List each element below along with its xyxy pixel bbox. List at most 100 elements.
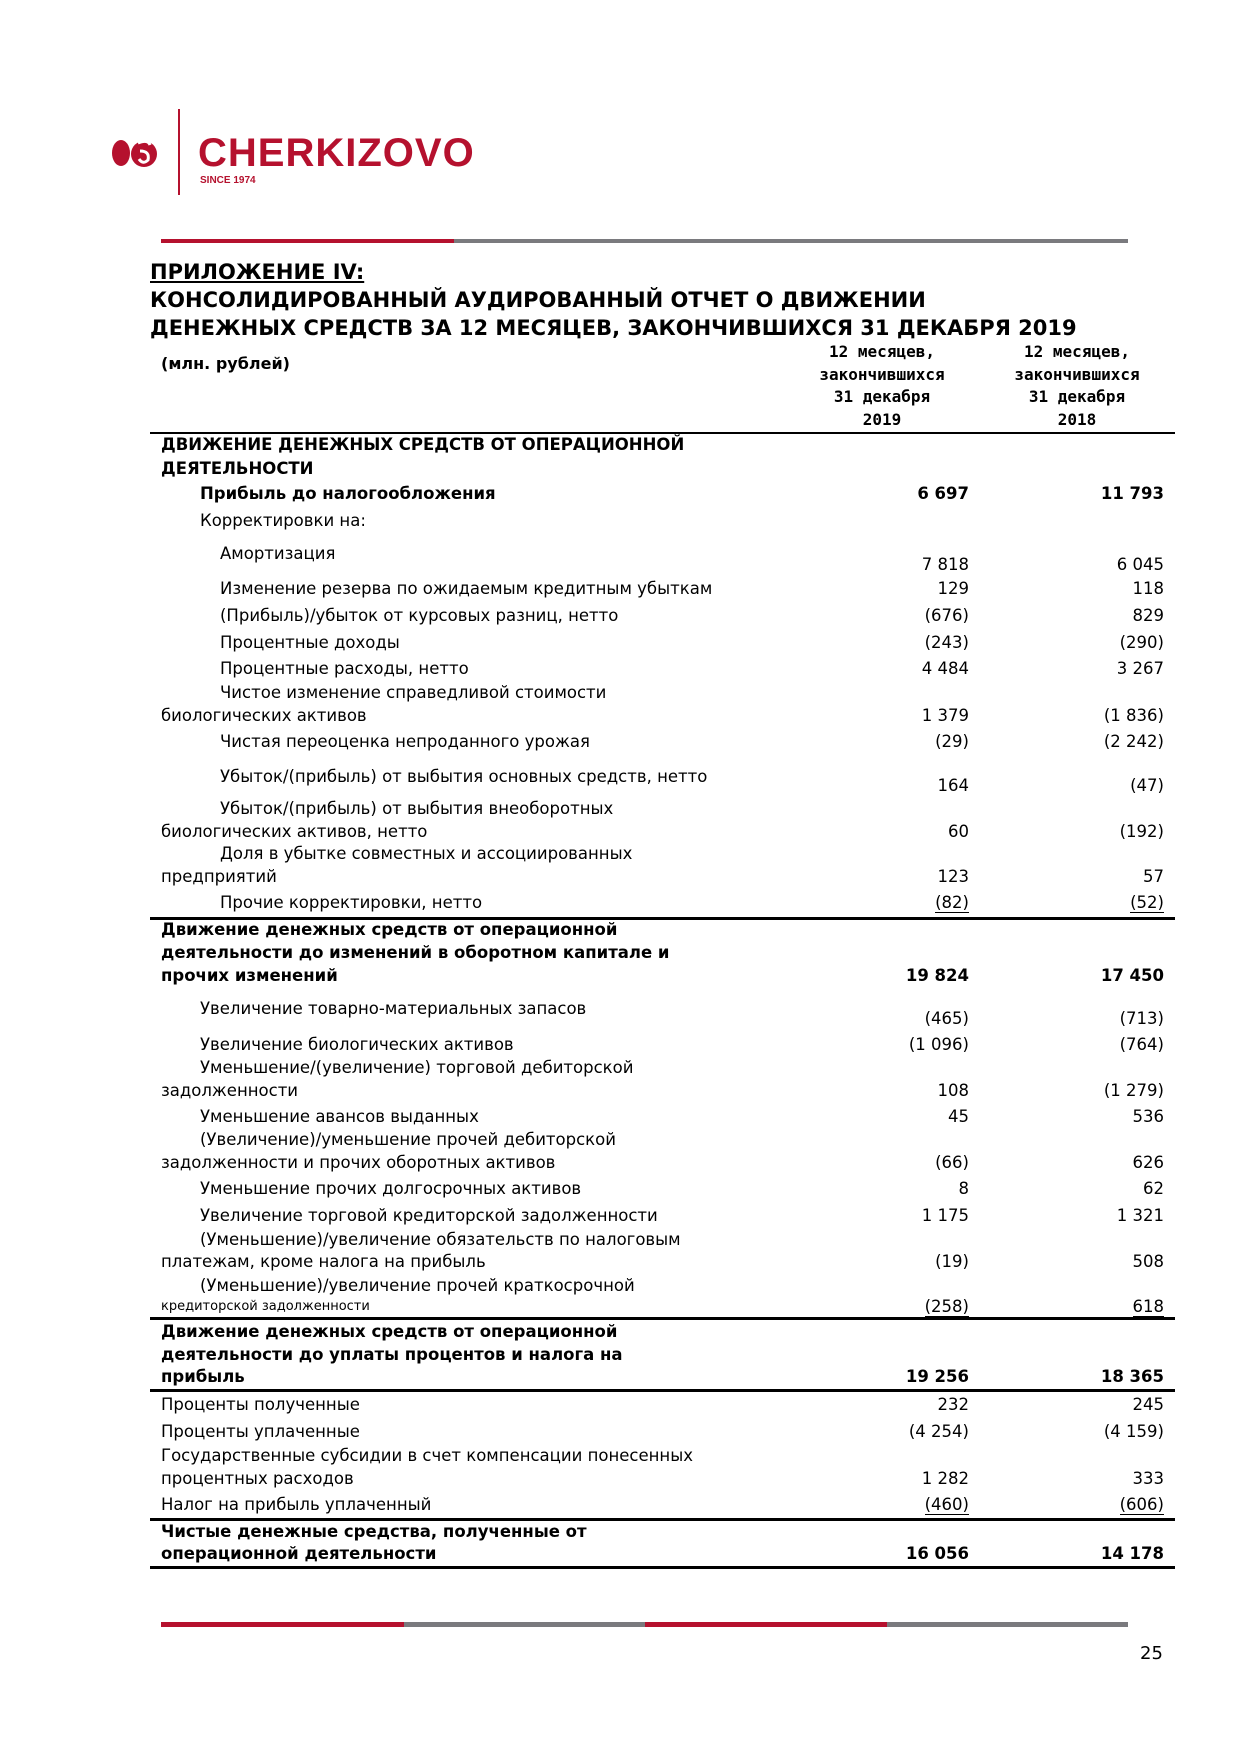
row-label: Амортизация [220,544,336,563]
value-2018: 536 [1004,1106,1165,1128]
row-label: Корректировки на: [200,511,366,530]
footer-bar-gray-2 [887,1622,1128,1627]
value-2019: 1 175 [809,1205,969,1227]
value-2019-text: (4 254) [908,1422,969,1441]
value-2019-text: 45 [948,1107,969,1126]
value-2018-text: (4 159) [1103,1422,1164,1441]
value-2019-text: (82) [935,893,969,913]
row-label: операционной деятельности [161,1544,437,1563]
value-2018: (606) [1004,1494,1164,1516]
value-2018: 829 [1004,605,1165,627]
value-2018-text: 118 [1132,579,1165,598]
value-2019: 129 [809,578,970,600]
value-2019-text: 123 [937,867,970,886]
footer-bar-red-2 [645,1622,887,1627]
row-label: деятельности до изменений в оборотном ка… [161,943,670,962]
row-label: прибыль [161,1367,245,1386]
row-label: задолженности и прочих оборотных активов [161,1153,556,1172]
value-2019-text: 6 697 [917,484,969,503]
value-2018: 57 [1004,866,1164,888]
footer-bar-gray-1 [404,1622,645,1627]
row-label: деятельности до уплаты процентов и налог… [161,1345,623,1364]
row-label: Движение денежных средств от операционно… [161,1322,618,1341]
row-label: прочих изменений [161,966,338,985]
row-label: ДВИЖЕНИЕ ДЕНЕЖНЫХ СРЕДСТВ ОТ ОПЕРАЦИОННО… [161,435,685,454]
row-label: Убыток/(прибыль) от выбытия внеоборотных [220,799,614,818]
column-header-line: 31 декабря [1028,387,1126,406]
column-header-line: 31 декабря [833,387,931,406]
value-2018-text: (290) [1119,633,1164,652]
value-2018: 618 [1004,1296,1164,1318]
row-label: Чистая переоценка непроданного урожая [220,732,590,751]
value-2019: 108 [809,1080,970,1102]
value-2018: 3 267 [1004,658,1164,680]
value-2018: (52) [1004,892,1164,914]
value-2018-text: (192) [1119,822,1164,841]
value-2019: 1 379 [809,705,969,727]
row-label: Доля в убытке совместных и ассоциированн… [220,844,633,863]
value-2018: 62 [1004,1178,1164,1200]
value-2018-text: 245 [1132,1395,1165,1414]
value-2018-text: 536 [1132,1107,1165,1126]
value-2019-text: 4 484 [921,659,969,678]
row-label: (Увеличение)/уменьшение прочей дебиторск… [200,1130,616,1149]
row-label: Убыток/(прибыль) от выбытия основных сре… [220,767,708,786]
row-label: Увеличение биологических активов [200,1035,514,1054]
value-2018-text: 333 [1132,1469,1165,1488]
row-label: Уменьшение прочих долгосрочных активов [200,1179,582,1198]
row-label: (Уменьшение)/увеличение обязательств по … [200,1230,681,1249]
row-label: биологических активов [161,706,367,725]
row-label: Проценты полученные [161,1395,360,1414]
value-2019-text: 16 056 [905,1544,969,1563]
value-2018: (47) [1004,775,1164,797]
column-header-line: закончившихся [1014,364,1140,384]
header-bar-red [161,239,454,243]
row-label: Прочие корректировки, нетто [220,893,483,912]
footer-bar-red-1 [161,1622,404,1627]
value-2019: 45 [809,1106,969,1128]
value-2018: 1 321 [1004,1205,1164,1227]
report-title-line2: ДЕНЕЖНЫХ СРЕДСТВ ЗА 12 МЕСЯЦЕВ, ЗАКОНЧИВ… [150,316,1077,340]
column-header-line: 2019 [862,409,902,429]
value-2018: 245 [1004,1394,1165,1416]
value-2018: 626 [1004,1152,1165,1174]
row-label: предприятий [161,867,277,886]
column-header-line: 12 месяцев, [829,342,935,361]
value-2019: 19 256 [809,1366,969,1388]
value-2019-text: (676) [924,606,969,625]
value-2019: 16 056 [809,1543,969,1565]
page-number: 25 [1140,1643,1163,1664]
value-2019-text: 164 [937,776,970,795]
value-2019-text: 19 824 [905,966,969,985]
row-label: Государственные субсидии в счет компенса… [161,1446,694,1465]
value-2018-text: 1 321 [1116,1206,1164,1225]
value-2018-text: 14 178 [1100,1544,1164,1563]
row-label: Уменьшение/(увеличение) торговой дебитор… [200,1058,634,1077]
value-2019-text: (243) [924,633,969,652]
row-label: Чистое изменение справедливой стоимости [220,683,607,702]
appendix-label: ПРИЛОЖЕНИЕ IV: [150,260,365,284]
row-label: ДЕЯТЕЛЬНОСТИ [161,459,314,478]
value-2019-text: 129 [937,579,970,598]
value-2018: (1 836) [1004,705,1164,727]
row-label: процентных расходов [161,1469,354,1488]
value-2018-text: 11 793 [1100,484,1164,503]
column-header-line: 12 месяцев, [1024,342,1130,361]
row-label: Изменение резерва по ожидаемым кредитным… [220,579,713,598]
table-rule [150,1566,1175,1569]
value-2019-text: 60 [948,822,969,841]
value-2019: 6 697 [809,483,969,505]
column-header-2018: 12 месяцев, закончившихся 31 декабря 201… [982,341,1172,431]
value-2019-text: 1 175 [921,1206,969,1225]
row-label: (Прибыль)/убыток от курсовых разниц, нет… [220,606,619,625]
value-2018-text: 618 [1132,1297,1164,1317]
table-rule [150,917,1175,920]
table-rule [150,1389,1175,1392]
row-label: Чистые денежные средства, полученные от [161,1522,587,1541]
row-label: Движение денежных средств от операционно… [161,920,618,939]
value-2018-text: (2 242) [1103,732,1164,751]
value-2018: (713) [1004,1008,1164,1030]
row-label: Увеличение торговой кредиторской задолже… [200,1206,658,1225]
value-2019: (460) [809,1494,969,1516]
value-2018: (4 159) [1004,1421,1164,1443]
